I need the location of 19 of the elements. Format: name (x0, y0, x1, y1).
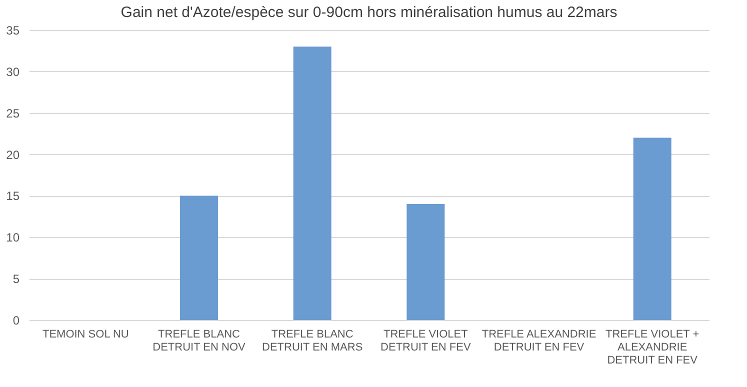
y-tick-label: 25 (6, 106, 20, 120)
y-tick-label: 20 (6, 148, 20, 162)
x-tick-label: TREFLE VIOLET + ALEXANDRIE DETRUIT EN FEV (606, 328, 700, 366)
y-tick-label: 5 (12, 272, 20, 286)
x-tick-label: TREFLE VIOLET DETRUIT EN FEV (380, 328, 472, 354)
x-tick-label: TEMOIN SOL NU (42, 328, 129, 340)
y-tick-label: 15 (6, 189, 20, 204)
bar (633, 138, 672, 320)
y-tick-label: 10 (6, 230, 20, 245)
x-tick-label: TREFLE BLANC DETRUIT EN NOV (152, 328, 246, 354)
y-tick-label: 35 (6, 24, 20, 38)
x-tick-label: TREFLE ALEXANDRIE DETRUIT EN FEV (482, 328, 596, 354)
bar (180, 196, 218, 320)
bar (406, 204, 445, 320)
x-tick-label: TREFLE BLANC DETRUIT EN MARS (262, 328, 363, 354)
bar (293, 46, 332, 320)
y-tick-label: 0 (12, 314, 20, 328)
y-tick-label: 30 (6, 64, 20, 79)
chart-title: Gain net d'Azote/espèce sur 0-90cm hors minéralisation humus au 22mars (120, 4, 618, 21)
